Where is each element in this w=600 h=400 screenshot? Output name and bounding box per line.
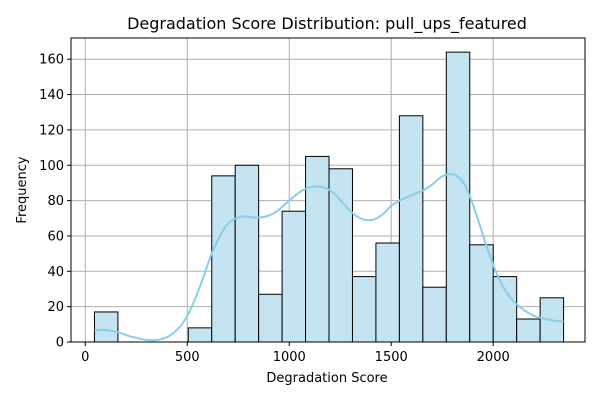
histogram-bar bbox=[398, 115, 424, 343]
histogram-bar bbox=[258, 293, 283, 343]
y-axis-title: Frequency bbox=[15, 156, 30, 223]
histogram-bar bbox=[445, 51, 471, 343]
histogram-bar bbox=[328, 168, 353, 343]
kde-curve bbox=[94, 173, 564, 342]
histogram-bar bbox=[375, 242, 400, 343]
x-tick-label: 500 bbox=[175, 350, 200, 365]
y-axis-ticks: 0 20 40 60 80 100 120 140 160 bbox=[39, 53, 71, 351]
y-tick-label: 60 bbox=[47, 229, 64, 244]
histogram-bar bbox=[305, 155, 330, 343]
y-tick-label: 140 bbox=[39, 88, 64, 103]
histogram-bar bbox=[351, 276, 377, 343]
y-tick-label: 160 bbox=[39, 53, 64, 68]
histogram-bar bbox=[234, 164, 260, 343]
histogram-bar bbox=[492, 276, 518, 343]
histogram-bar bbox=[211, 175, 236, 343]
y-tick-label: 120 bbox=[39, 123, 64, 138]
histogram-bar bbox=[469, 244, 494, 343]
histogram-bar bbox=[187, 327, 213, 343]
y-tick-label: 40 bbox=[47, 265, 64, 280]
x-tick-label: 2000 bbox=[477, 350, 510, 365]
y-tick-label: 80 bbox=[47, 194, 64, 209]
x-tick-label: 0 bbox=[81, 350, 89, 365]
y-tick-label: 0 bbox=[56, 336, 64, 351]
x-axis-ticks: 0 500 1000 1500 2000 bbox=[81, 342, 510, 365]
plot-area-frame bbox=[70, 37, 586, 343]
histogram-bar bbox=[422, 286, 447, 343]
chart-title: Degradation Score Distribution: pull_ups… bbox=[127, 14, 527, 34]
x-tick-label: 1500 bbox=[375, 350, 408, 365]
histogram-bar bbox=[281, 210, 307, 343]
y-tick-label: 20 bbox=[47, 300, 64, 315]
x-axis-title: Degradation Score bbox=[266, 371, 387, 386]
x-tick-label: 1000 bbox=[273, 350, 306, 365]
y-tick-label: 100 bbox=[39, 159, 64, 174]
histogram-bar bbox=[93, 311, 119, 343]
histogram-bar bbox=[516, 318, 541, 343]
